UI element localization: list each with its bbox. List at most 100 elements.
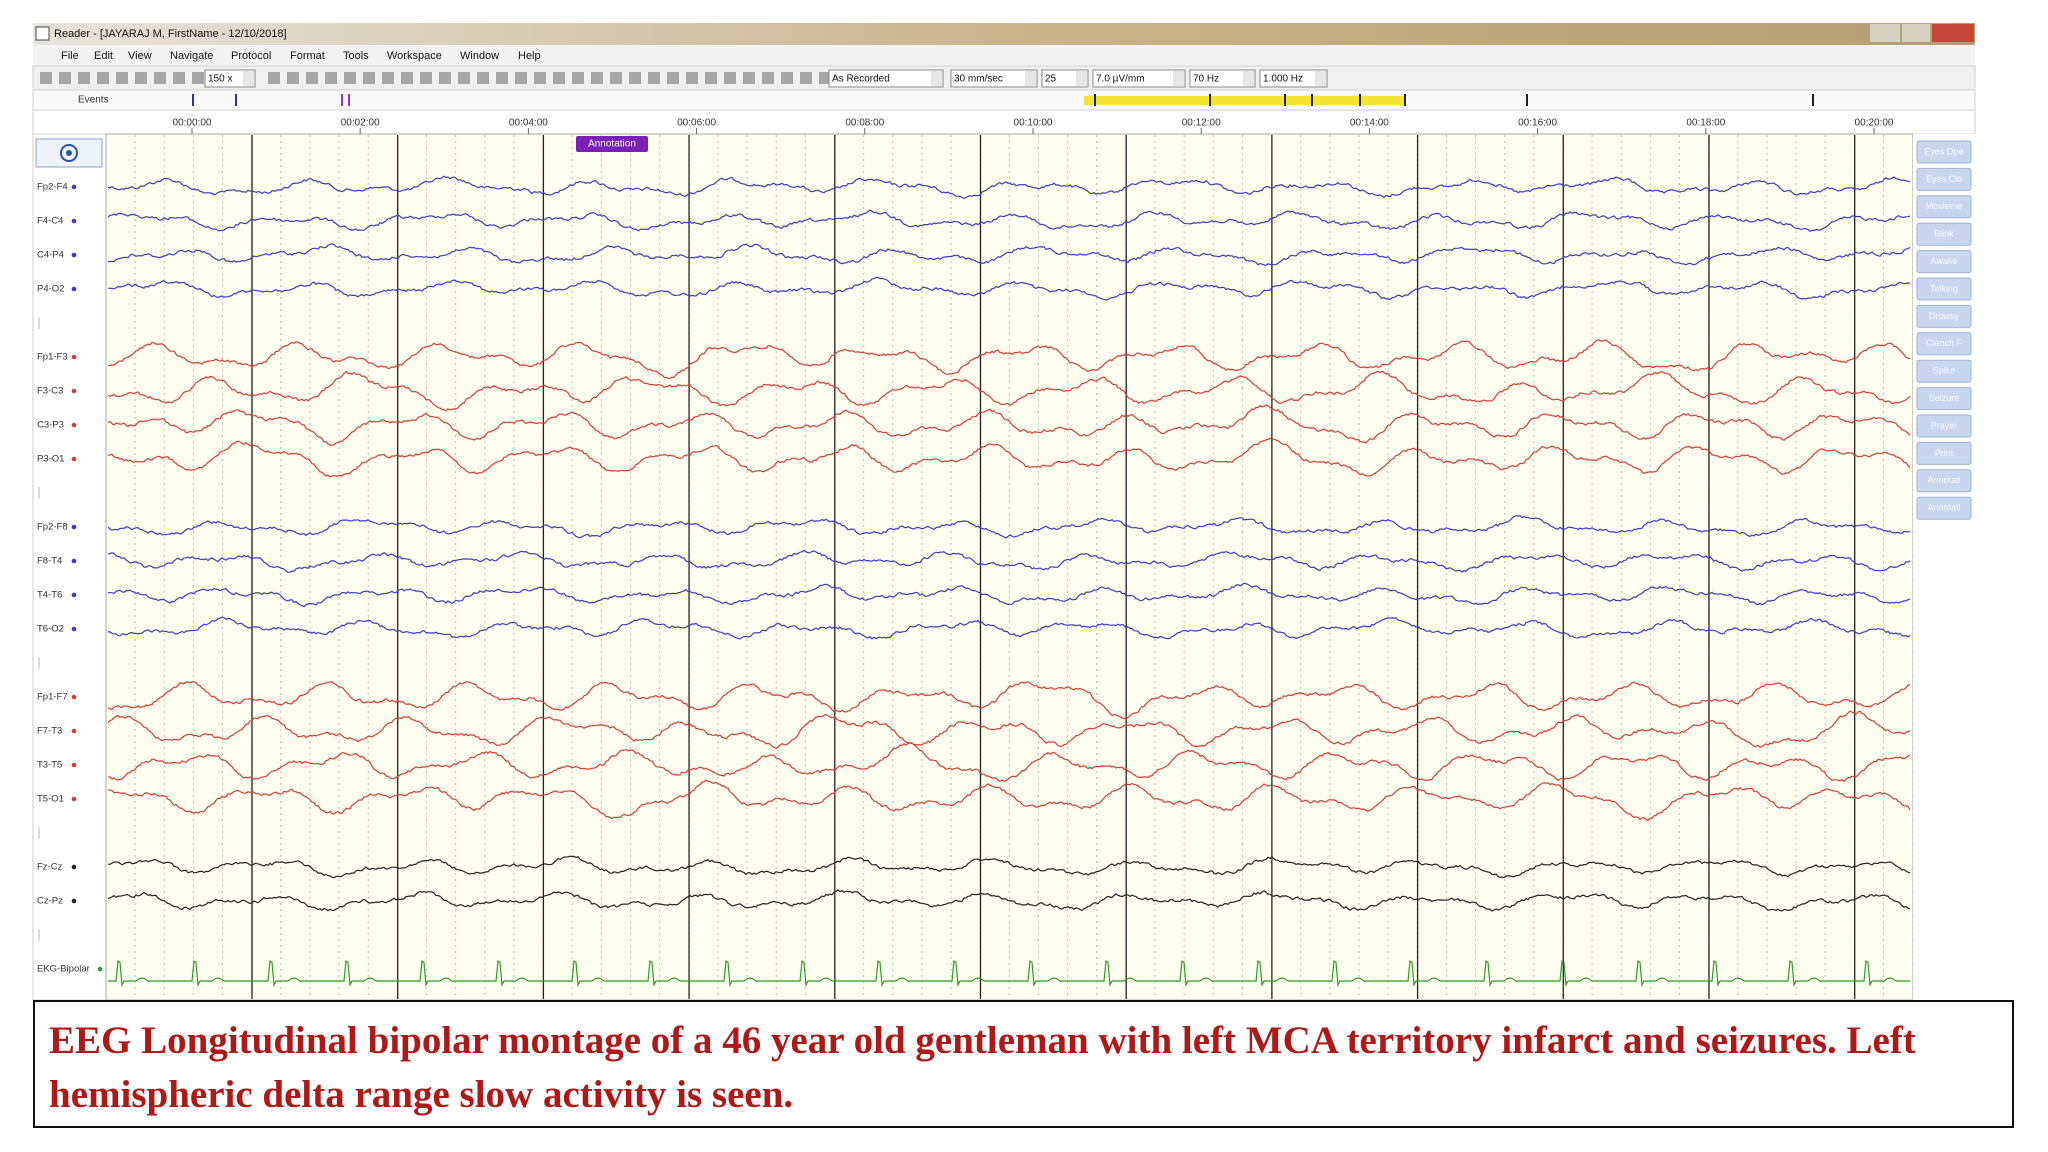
toolbar-icon[interactable] <box>496 72 508 84</box>
channel-label: T5-O1 <box>37 794 64 805</box>
event-button[interactable] <box>1916 277 1972 301</box>
channel-label: P3-O1 <box>37 454 64 465</box>
toolbar-icon[interactable] <box>192 72 204 84</box>
eeg-trace <box>107 779 1911 821</box>
close-button[interactable] <box>1932 24 1974 42</box>
eeg-trace <box>107 276 1911 301</box>
eeg-trace <box>107 855 1911 879</box>
dropdown[interactable] <box>1189 69 1256 88</box>
toolbar-icon[interactable] <box>325 72 337 84</box>
event-button-label: Eyes Ope <box>1924 146 1964 156</box>
dropdown[interactable] <box>1259 69 1328 88</box>
event-button[interactable] <box>1916 359 1972 383</box>
toolbar-icon[interactable] <box>382 72 394 84</box>
toolbar-icon[interactable] <box>553 72 565 84</box>
channel-label: Fp1-F7 <box>37 692 68 703</box>
menu-item[interactable]: Edit <box>94 50 113 62</box>
toolbar-icon[interactable] <box>667 72 679 84</box>
event-button[interactable] <box>1916 414 1972 438</box>
maximize-button[interactable] <box>1902 24 1930 42</box>
menu-item[interactable]: View <box>128 50 152 62</box>
event-button[interactable] <box>1916 250 1972 274</box>
toolbar-icon[interactable] <box>135 72 147 84</box>
toolbar-icon[interactable] <box>59 72 71 84</box>
menu-item[interactable]: Workspace <box>387 50 442 62</box>
eeg-trace <box>107 514 1911 539</box>
event-button[interactable] <box>1916 195 1972 219</box>
event-button[interactable] <box>1916 332 1972 356</box>
channel-dot <box>71 456 77 462</box>
dropdown[interactable] <box>204 69 256 88</box>
toolbar-icon[interactable] <box>800 72 812 84</box>
toolbar-icon[interactable] <box>401 72 413 84</box>
toolbar-icon[interactable] <box>724 72 736 84</box>
toolbar-icon[interactable] <box>420 72 432 84</box>
toolbar-icon[interactable] <box>78 72 90 84</box>
event-button[interactable] <box>1916 496 1972 520</box>
toolbar-icon[interactable] <box>648 72 660 84</box>
toolbar-icon[interactable] <box>363 72 375 84</box>
event-button[interactable] <box>1916 167 1972 191</box>
menu-item[interactable]: Tools <box>343 50 369 62</box>
toolbar-icon[interactable] <box>306 72 318 84</box>
menu-item[interactable]: File <box>61 50 79 62</box>
toolbar-icon[interactable] <box>705 72 717 84</box>
event-button[interactable] <box>1916 441 1972 465</box>
channel-label: Cz-Pz <box>37 896 63 907</box>
event-button[interactable] <box>1916 304 1972 328</box>
toolbar-icon[interactable] <box>591 72 603 84</box>
toolbar-icon[interactable] <box>477 72 489 84</box>
toolbar-icon[interactable] <box>287 72 299 84</box>
menu-item[interactable]: Navigate <box>170 50 213 62</box>
menu-item[interactable]: Protocol <box>231 50 271 62</box>
event-button[interactable] <box>1916 387 1972 411</box>
channel-dot <box>71 184 77 190</box>
toolbar-icon[interactable] <box>344 72 356 84</box>
time-label: 00:16:00 <box>1518 118 1557 129</box>
toolbar-icon[interactable] <box>534 72 546 84</box>
dropdown[interactable] <box>828 69 944 88</box>
channel-dot <box>71 252 77 258</box>
event-button[interactable] <box>1916 222 1972 246</box>
toolbar-icon[interactable] <box>268 72 280 84</box>
toolbar-icon[interactable] <box>781 72 793 84</box>
dropdown-arrow <box>243 71 254 86</box>
toolbar-icon[interactable] <box>97 72 109 84</box>
toolbar-icon[interactable] <box>743 72 755 84</box>
caption-box: EEG Longitudinal bipolar montage of a 46… <box>33 1000 2014 1128</box>
menu-item[interactable]: Window <box>460 50 499 62</box>
toolbar-icon[interactable] <box>154 72 166 84</box>
annotation-marker[interactable] <box>576 136 648 152</box>
toolbar-icon[interactable] <box>819 72 831 84</box>
dropdown-arrow <box>1076 71 1087 86</box>
menu-item[interactable]: Format <box>290 50 325 62</box>
dropdown-arrow <box>1173 71 1184 86</box>
toolbar-icon[interactable] <box>762 72 774 84</box>
channel-dot <box>71 592 77 598</box>
eeg-trace <box>107 339 1911 380</box>
toolbar-icon[interactable] <box>629 72 641 84</box>
toolbar-icon[interactable] <box>116 72 128 84</box>
menu-item[interactable]: Help <box>518 50 541 62</box>
toolbar-icon[interactable] <box>173 72 185 84</box>
channel-dot <box>71 762 77 768</box>
toolbar-icon[interactable] <box>40 72 52 84</box>
event-button-label: Clench F <box>1926 338 1963 348</box>
dropdown[interactable] <box>1092 69 1186 88</box>
toolbar-icon[interactable] <box>610 72 622 84</box>
channel-dot <box>71 694 77 700</box>
channel-label: F3-C3 <box>37 386 63 397</box>
event-button[interactable] <box>1916 469 1972 493</box>
event-button-label: Eyes Clo <box>1926 174 1962 184</box>
toolbar-icon[interactable] <box>572 72 584 84</box>
event-button[interactable] <box>1916 140 1972 164</box>
channel-dot <box>71 354 77 360</box>
toolbar-icon[interactable] <box>439 72 451 84</box>
dropdown-value: 70 Hz <box>1193 74 1219 85</box>
toolbar-icon[interactable] <box>458 72 470 84</box>
toolbar-icon[interactable] <box>686 72 698 84</box>
dropdown[interactable] <box>950 69 1038 88</box>
montage-icon-dot <box>66 150 72 156</box>
minimize-button[interactable] <box>1870 24 1900 42</box>
toolbar-icon[interactable] <box>515 72 527 84</box>
